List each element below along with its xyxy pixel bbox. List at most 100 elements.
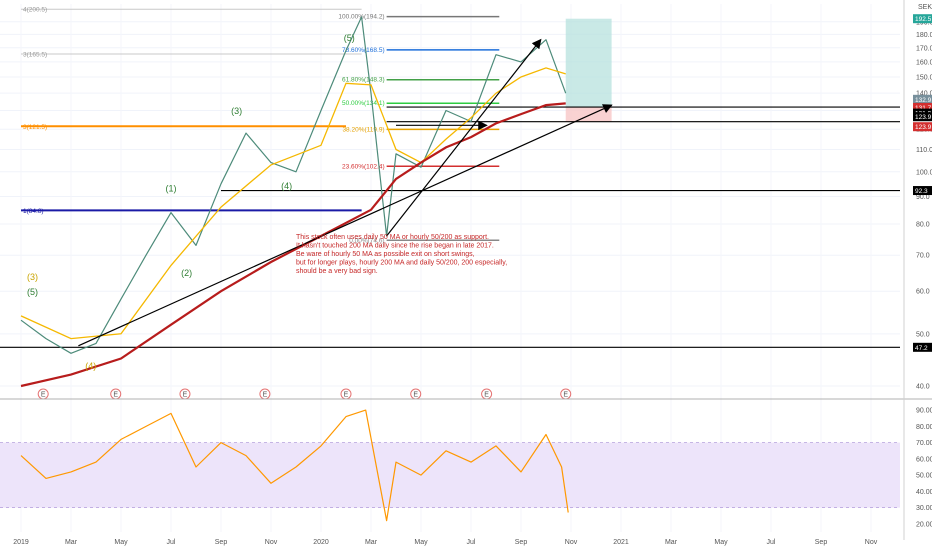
moving-averages bbox=[20, 67, 566, 388]
wave-label: (5) bbox=[27, 287, 38, 297]
earnings-marker-label: E bbox=[263, 392, 268, 399]
price-tag-box bbox=[913, 186, 932, 196]
price-tag-label: 123.9 bbox=[915, 114, 932, 121]
rsi-grid bbox=[0, 442, 900, 509]
horizontal-level-label: 4(200.5) bbox=[23, 7, 47, 14]
profit-zone bbox=[565, 18, 612, 108]
price-line bbox=[20, 16, 567, 354]
price-tick-label: 80.0 bbox=[916, 221, 930, 228]
price-tag-box bbox=[913, 122, 932, 132]
rsi-line bbox=[20, 409, 569, 522]
fibonacci-level-label: 78.60%(168.5) bbox=[342, 47, 385, 54]
time-tick-label: Nov bbox=[565, 539, 578, 546]
price-tick-label: 150.0 bbox=[916, 75, 932, 82]
rsi-tick-label: 60.00 bbox=[916, 456, 932, 463]
time-tick-label: Mar bbox=[365, 539, 378, 546]
price-tick-label: 170.0 bbox=[916, 45, 932, 52]
earnings-marker-label: E bbox=[113, 392, 118, 399]
rsi-tick-label: 80.00 bbox=[916, 424, 932, 431]
wave-label: (4) bbox=[85, 361, 96, 371]
rsi-tick-label: 50.00 bbox=[916, 473, 932, 480]
trendline bbox=[386, 38, 542, 237]
fibonacci-level-label: 50.00%(134.1) bbox=[342, 100, 385, 107]
annotation-line: Be ware of hourly 50 MA as possible exit… bbox=[296, 251, 475, 258]
time-tick-label: Mar bbox=[665, 539, 678, 546]
time-tick-label: Sep bbox=[515, 539, 528, 546]
price-series bbox=[20, 16, 567, 354]
time-tick-label: Jul bbox=[167, 539, 176, 546]
rsi-tick-label: 40.00 bbox=[916, 489, 932, 496]
time-tick-label: May bbox=[414, 539, 428, 546]
rsi-tick-label: 90.00 bbox=[916, 408, 932, 415]
earnings-marker-label: E bbox=[344, 392, 349, 399]
wave-label: (2) bbox=[181, 268, 192, 278]
price-tick-label: 50.0 bbox=[916, 331, 930, 338]
time-tick-label: 2019 bbox=[13, 539, 29, 546]
price-tick-label: 180.0 bbox=[916, 32, 932, 39]
price-tick-label: 70.0 bbox=[916, 253, 930, 260]
horizontal-level-label: 3(121.5) bbox=[23, 124, 47, 131]
fibonacci-level-label: 38.20%(119.9) bbox=[342, 126, 384, 133]
price-tag-label: 132.9 bbox=[915, 97, 932, 104]
time-tick-label: 2021 bbox=[613, 539, 629, 546]
price-tag-label: 192.5 bbox=[915, 16, 932, 23]
ma50-line bbox=[20, 67, 566, 340]
time-tick-label: Nov bbox=[865, 539, 878, 546]
stop-zone bbox=[565, 107, 612, 122]
time-tick-label: May bbox=[714, 539, 728, 546]
trendline bbox=[78, 104, 613, 347]
wave-label: (3) bbox=[231, 106, 242, 116]
horizontal-levels: 1(84.8) 3(121.5) 3(165.5) 4(200.5) bbox=[0, 7, 900, 348]
annotation-line: This stock often uses daily 50 MA or hou… bbox=[296, 234, 489, 241]
horizontal-level-label: 3(165.5) bbox=[23, 52, 47, 59]
annotation-note: This stock often uses daily 50 MA or hou… bbox=[296, 234, 507, 275]
time-tick-label: Sep bbox=[215, 539, 228, 546]
earnings-marker-label: E bbox=[183, 392, 188, 399]
rsi-pane bbox=[0, 409, 900, 522]
rsi-tick-label: 30.00 bbox=[916, 505, 932, 512]
elliott-wave-labels: (1) (2) (3) (4) (5) (5) (3) (4) bbox=[27, 33, 355, 371]
currency-label: SEK bbox=[918, 4, 932, 11]
wave-label: (3) bbox=[27, 272, 38, 282]
annotation-line: but for longer plays, hourly 200 MA and … bbox=[296, 260, 507, 267]
earnings-marker-label: E bbox=[413, 392, 418, 399]
fibonacci-level-label: 61.80%(148.3) bbox=[342, 77, 385, 84]
time-axis[interactable]: 2019 Mar May Jul Sep Nov 2020 Mar May Jul Sep Nov 20… bbox=[13, 539, 878, 546]
position-box bbox=[565, 18, 612, 122]
time-tick-label: Nov bbox=[265, 539, 278, 546]
wave-label: (1) bbox=[166, 183, 177, 193]
time-tick-label: May bbox=[114, 539, 128, 546]
time-tick-label: Jul bbox=[767, 539, 776, 546]
price-tag-box bbox=[913, 112, 932, 122]
earnings-marker-label: E bbox=[484, 392, 489, 399]
annotation-line: should be a very bad sign. bbox=[296, 268, 378, 275]
fibonacci-level-label: 0.00%(74.6) bbox=[349, 237, 384, 244]
time-tick-label: 2020 bbox=[313, 539, 329, 546]
price-tag-box bbox=[913, 94, 932, 104]
horizontal-level-label: 1(84.8) bbox=[23, 208, 44, 215]
price-tick-label: 100.0 bbox=[916, 169, 932, 176]
time-tick-label: Jul bbox=[467, 539, 476, 546]
rsi-axis[interactable]: 20.00 30.00 40.00 50.00 60.00 70.00 80.00 90.00 bbox=[916, 408, 932, 529]
price-tag-label: 92.3 bbox=[915, 188, 928, 195]
price-tag-label: 123.9 bbox=[915, 124, 932, 131]
price-tag-box bbox=[913, 14, 932, 24]
earnings-marker-label: E bbox=[41, 392, 46, 399]
price-tick-label: 160.0 bbox=[916, 59, 932, 66]
rsi-series bbox=[20, 409, 569, 522]
time-tick-label: Sep bbox=[815, 539, 828, 546]
wave-label: (4) bbox=[281, 181, 292, 191]
fibonacci-level-label: 23.60%(102.4) bbox=[342, 163, 385, 170]
time-tick-label: Mar bbox=[65, 539, 78, 546]
price-tick-label: 60.0 bbox=[916, 289, 930, 296]
rsi-tick-label: 20.00 bbox=[916, 521, 932, 528]
earnings-marker-label: E bbox=[563, 392, 568, 399]
price-tag-box bbox=[913, 102, 932, 112]
price-tick-label: 40.0 bbox=[916, 384, 930, 391]
wave-label: (5) bbox=[344, 33, 355, 43]
price-tag-box bbox=[913, 342, 932, 352]
ma200-line bbox=[20, 102, 566, 388]
